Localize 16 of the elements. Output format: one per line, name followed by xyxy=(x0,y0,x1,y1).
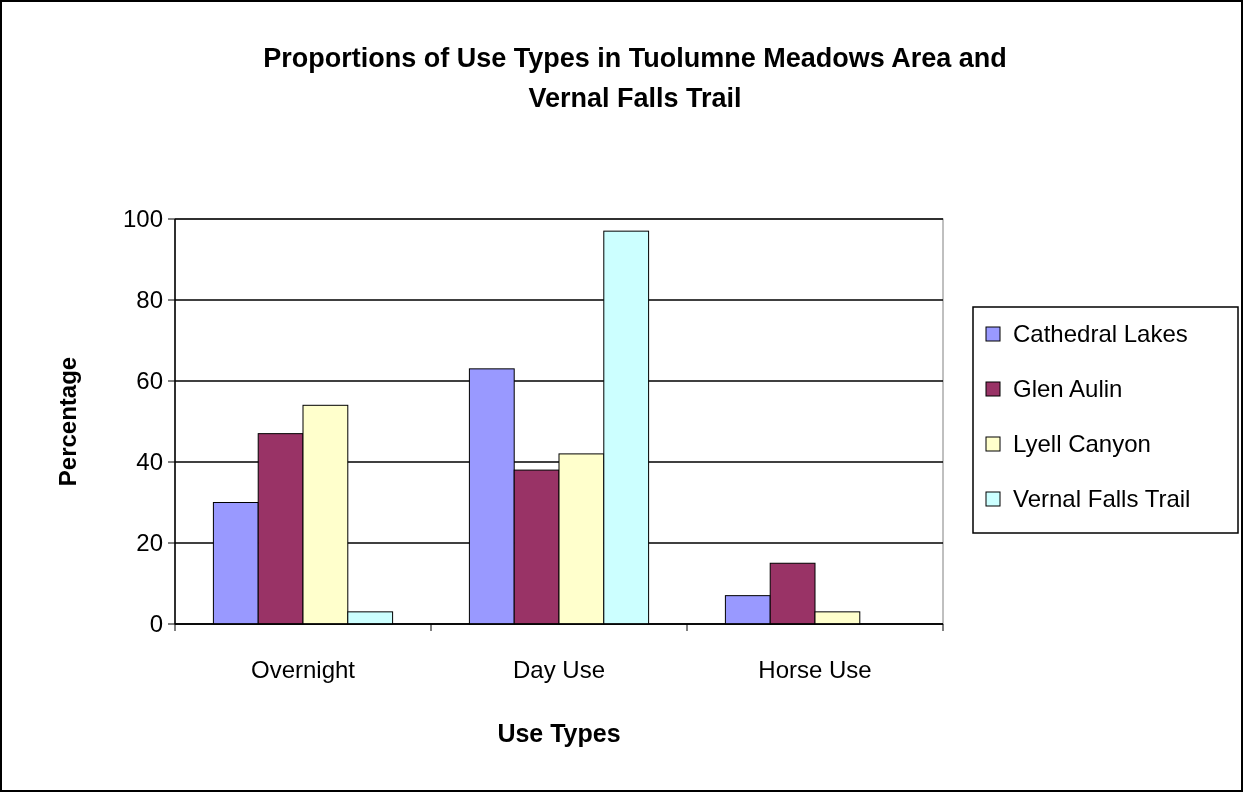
legend-label: Lyell Canyon xyxy=(1013,430,1151,458)
y-tick-label: 80 xyxy=(136,286,163,314)
legend-label: Vernal Falls Trail xyxy=(1013,485,1191,513)
y-tick-label: 0 xyxy=(149,610,163,638)
y-tick-label: 60 xyxy=(136,367,163,395)
x-tick-label: Day Use xyxy=(512,656,606,683)
chart-title: Proportions of Use Types in Tuolumne Meadows Area and Vernal Falls Trail xyxy=(263,43,1007,113)
x-axis-title: Use Types xyxy=(497,719,621,747)
x-tick-label: Horse Use xyxy=(758,656,872,683)
y-tick-label: 40 xyxy=(136,448,163,476)
y-tick-label: 100 xyxy=(122,205,163,233)
x-tick-label: Overnight xyxy=(250,656,356,683)
y-axis-title: Percentage xyxy=(54,356,81,487)
y-tick-label: 20 xyxy=(136,529,163,557)
legend-label: Cathedral Lakes xyxy=(1013,320,1188,348)
legend-label: Glen Aulin xyxy=(1013,375,1123,403)
